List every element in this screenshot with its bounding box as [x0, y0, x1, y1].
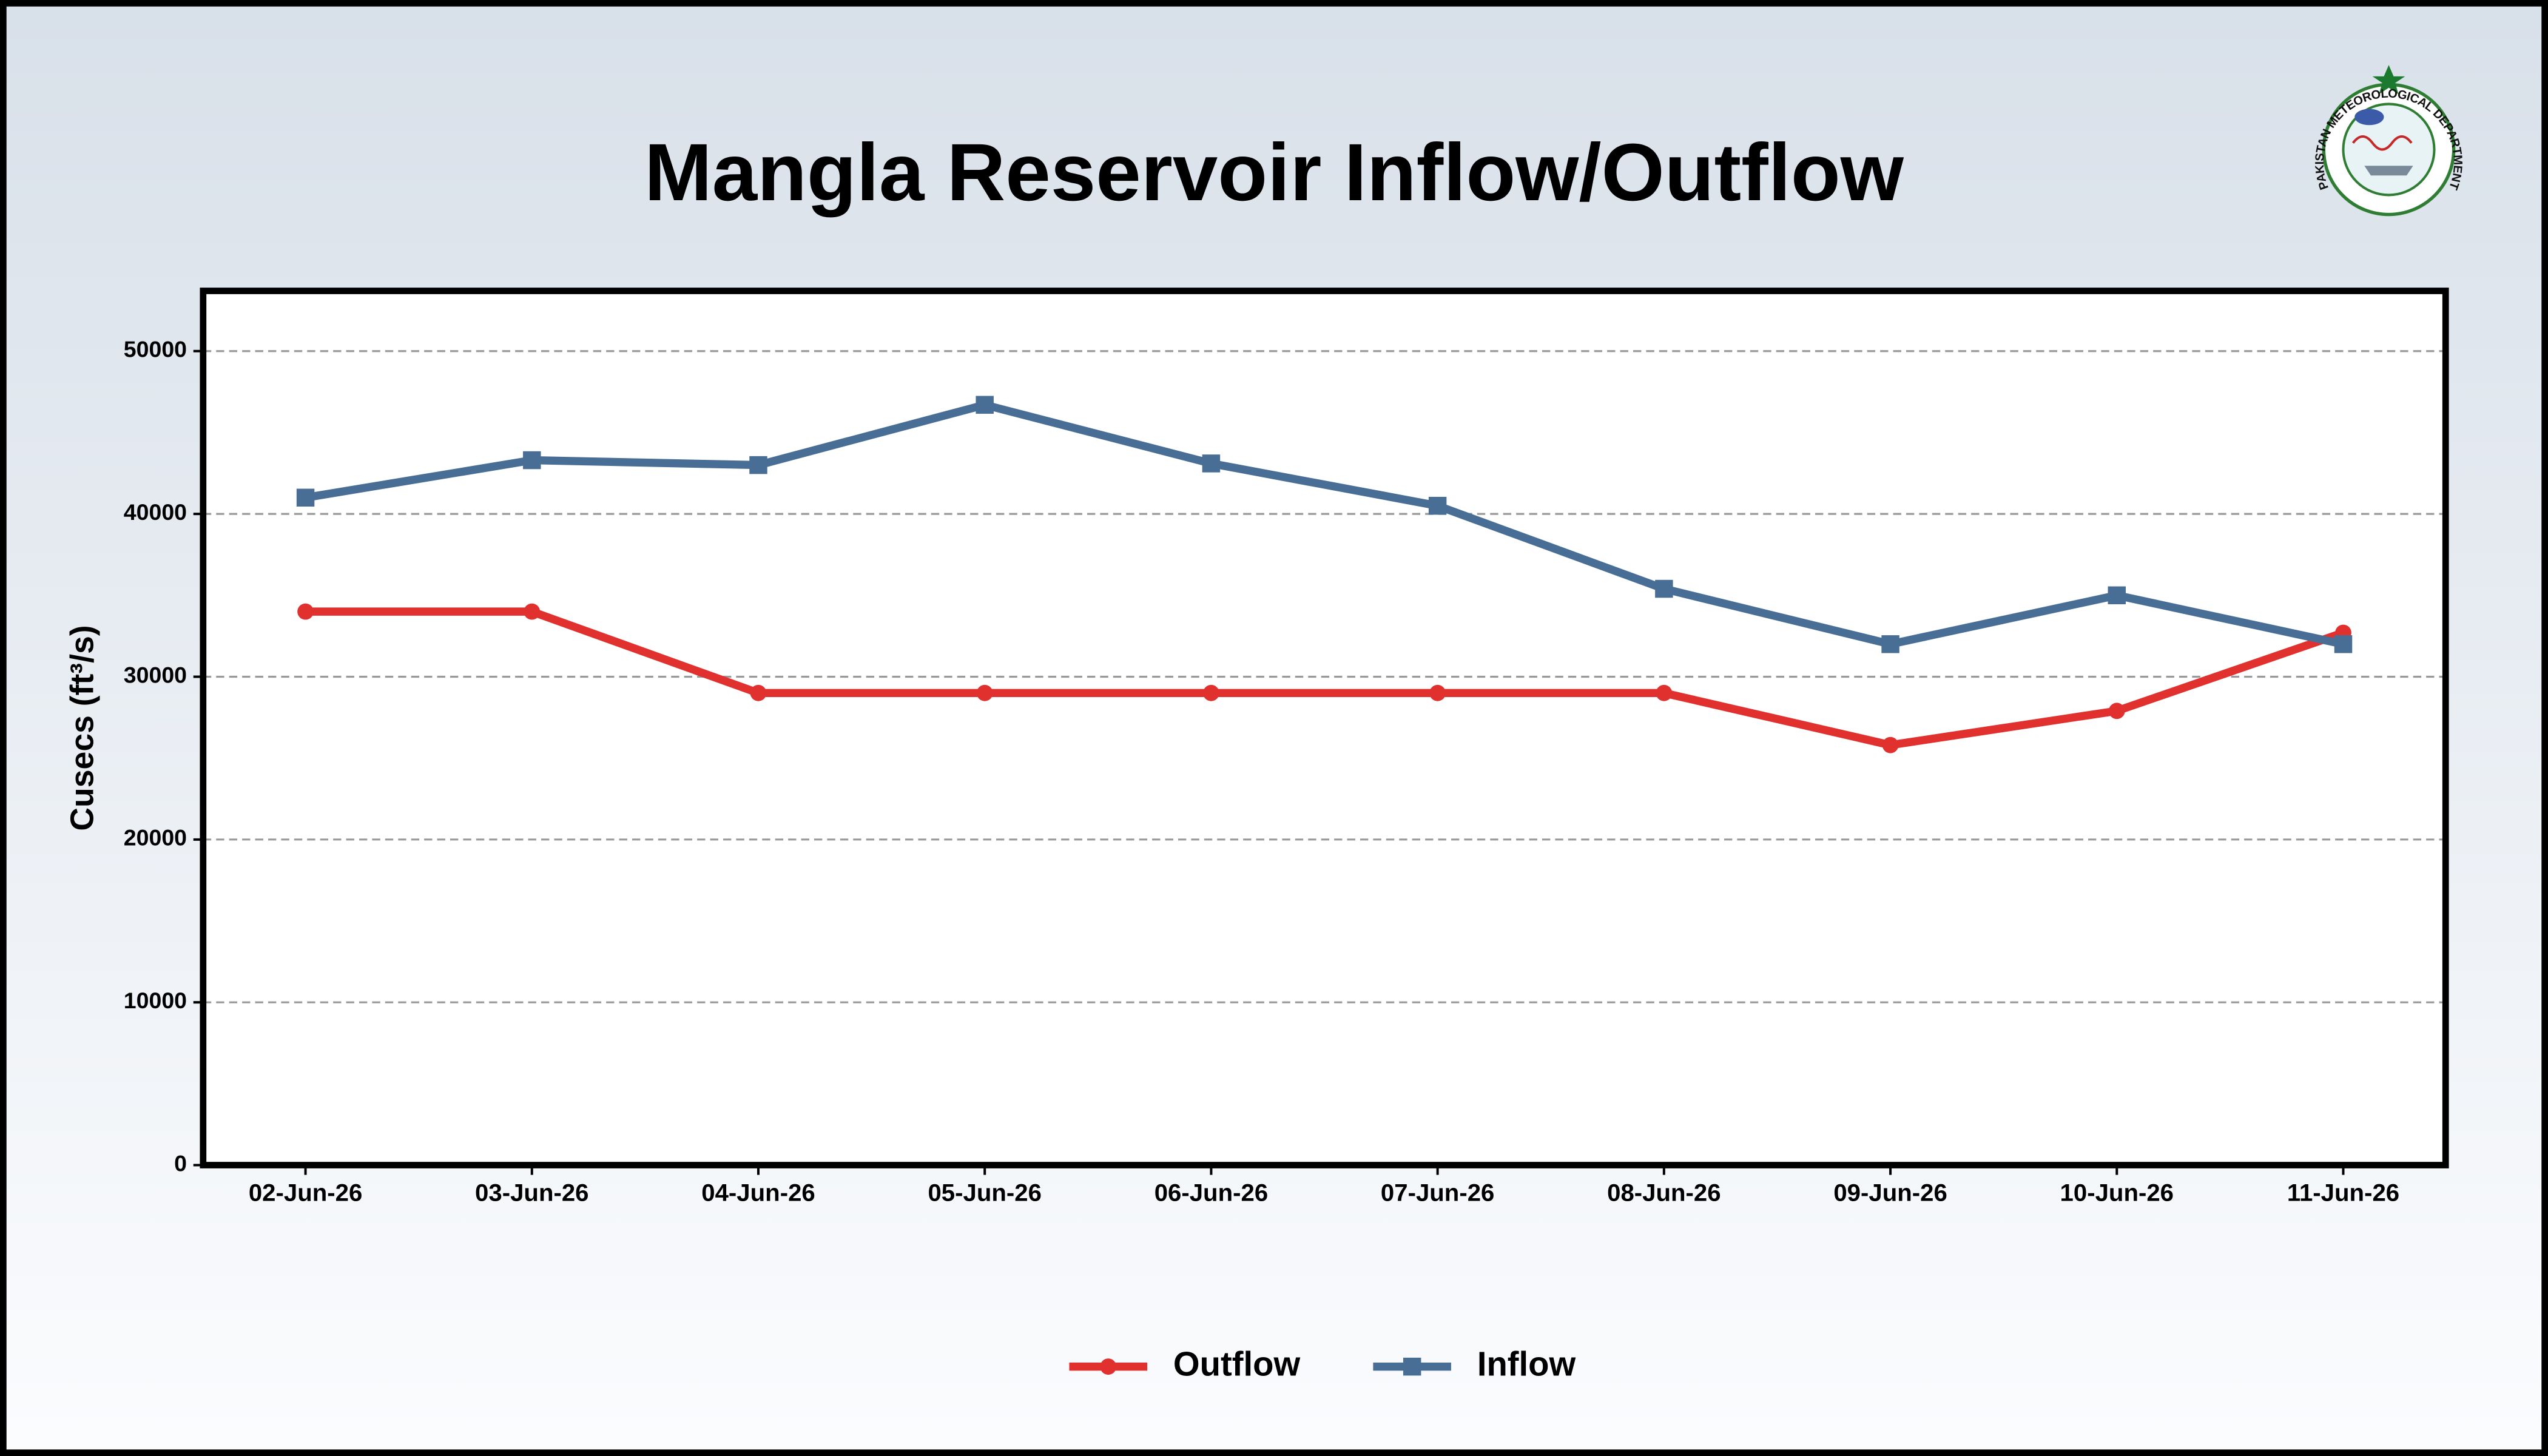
x-tick-label: 03-Jun-26: [475, 1179, 588, 1206]
x-tick-label: 02-Jun-26: [249, 1179, 362, 1206]
logo-star: [2372, 65, 2405, 95]
series-line: [305, 607, 2345, 749]
marker: [1881, 635, 1899, 653]
y-axis-label: Cusecs (ft³/s): [64, 625, 100, 831]
x-tick-label: 09-Jun-26: [1833, 1179, 1947, 1206]
y-tick-label: 30000: [124, 662, 187, 687]
logo-wave: [2351, 135, 2413, 151]
chart-title: Mangla Reservoir Inflow/Outflow: [644, 127, 1904, 218]
logo-ship: [2364, 166, 2413, 176]
marker: [1656, 684, 1673, 701]
y-tick-label: 50000: [124, 337, 187, 362]
y-tick-label: 20000: [124, 825, 187, 851]
series-layer: [296, 396, 2353, 753]
marker: [749, 456, 767, 474]
marker: [1428, 496, 1447, 515]
marker: [1882, 736, 1899, 753]
plot-area: [203, 291, 2446, 1165]
x-tick-label: 05-Jun-26: [928, 1179, 1041, 1206]
y-tick-label: 0: [174, 1150, 187, 1176]
y-tick-label: 10000: [124, 988, 187, 1013]
marker: [2108, 703, 2125, 720]
marker: [1655, 579, 1673, 598]
marker: [976, 684, 993, 701]
logo: PAKISTAN METEOROLOGICAL DEPARTMENT: [2313, 65, 2464, 217]
series-line: [305, 400, 2344, 649]
legend-label: Inflow: [1477, 1345, 1576, 1383]
logo-inner: [2342, 103, 2436, 197]
marker: [296, 488, 315, 507]
marker: [523, 451, 541, 470]
marker: [1429, 684, 1446, 701]
x-tick-label: 10-Jun-26: [2060, 1179, 2174, 1206]
marker: [2334, 635, 2353, 653]
x-tick-label: 08-Jun-26: [1607, 1179, 1721, 1206]
x-tick-label: 04-Jun-26: [701, 1179, 815, 1206]
logo-cloud: [2354, 109, 2384, 126]
x-tick-label: 11-Jun-26: [2287, 1179, 2399, 1206]
marker: [2108, 586, 2126, 605]
marker: [1202, 454, 1221, 473]
legend-label: Outflow: [1173, 1345, 1301, 1383]
marker: [1403, 1357, 1421, 1376]
marker: [976, 396, 994, 414]
x-tick-label: 06-Jun-26: [1154, 1179, 1268, 1206]
marker: [297, 603, 314, 620]
marker: [1203, 684, 1219, 701]
y-tick-label: 40000: [124, 499, 187, 525]
x-tick-label: 07-Jun-26: [1381, 1179, 1494, 1206]
plot-frame: [200, 288, 2449, 1168]
marker: [524, 603, 541, 620]
marker: [750, 684, 767, 701]
marker: [1100, 1358, 1117, 1375]
